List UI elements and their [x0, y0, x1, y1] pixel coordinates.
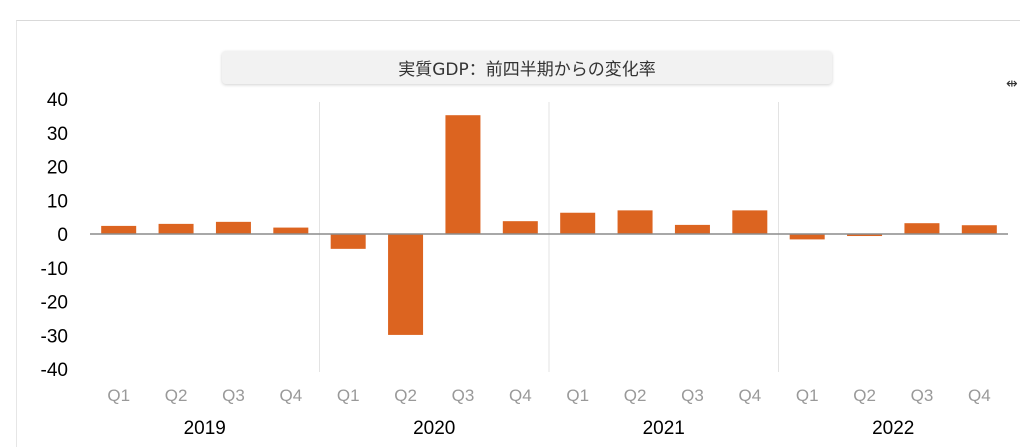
- x-tick-label: Q4: [738, 386, 761, 405]
- year-group-label: 2022: [872, 418, 914, 439]
- x-tick-label: Q1: [107, 386, 130, 405]
- x-tick-label: Q3: [681, 386, 704, 405]
- bar: [502, 221, 538, 234]
- x-tick-label: Q1: [337, 386, 360, 405]
- bar: [732, 210, 768, 234]
- y-tick-label: 30: [47, 124, 68, 145]
- resize-icon[interactable]: ⇹: [1006, 76, 1018, 92]
- bar: [158, 223, 194, 234]
- x-tick-label: Q3: [222, 386, 245, 405]
- year-group-label: 2019: [184, 418, 226, 439]
- bar: [330, 234, 366, 249]
- bar: [904, 223, 940, 234]
- x-tick-label: Q1: [566, 386, 589, 405]
- bar: [847, 234, 883, 237]
- x-tick-label: Q1: [796, 386, 819, 405]
- x-tick-label: Q2: [394, 386, 417, 405]
- y-tick-label: 40: [47, 90, 68, 111]
- bar: [961, 225, 997, 234]
- bar: [215, 221, 251, 234]
- y-tick-label: 0: [57, 225, 68, 246]
- bar: [789, 234, 825, 240]
- y-tick-label: -40: [41, 360, 68, 381]
- bar: [388, 234, 424, 335]
- y-tick-label: 20: [47, 158, 68, 179]
- y-tick-label: -20: [41, 293, 68, 314]
- y-tick-label: 10: [47, 191, 68, 212]
- bar: [674, 224, 710, 234]
- y-tick-label: -10: [41, 259, 68, 280]
- bar: [273, 227, 309, 234]
- chart-title: 実質GDP：前四半期からの変化率: [222, 51, 832, 84]
- bar: [445, 115, 481, 234]
- bar: [101, 225, 137, 234]
- x-tick-label: Q2: [853, 386, 876, 405]
- x-tick-label: Q2: [165, 386, 188, 405]
- year-group-label: 2021: [643, 418, 685, 439]
- y-tick-label: -30: [41, 326, 68, 347]
- bar: [560, 212, 596, 234]
- x-tick-label: Q4: [968, 386, 991, 405]
- x-tick-label: Q4: [509, 386, 532, 405]
- year-group-label: 2020: [413, 418, 455, 439]
- x-tick-label: Q2: [624, 386, 647, 405]
- x-tick-label: Q4: [279, 386, 302, 405]
- bar: [617, 210, 653, 234]
- x-tick-label: Q3: [452, 386, 475, 405]
- x-tick-label: Q3: [911, 386, 934, 405]
